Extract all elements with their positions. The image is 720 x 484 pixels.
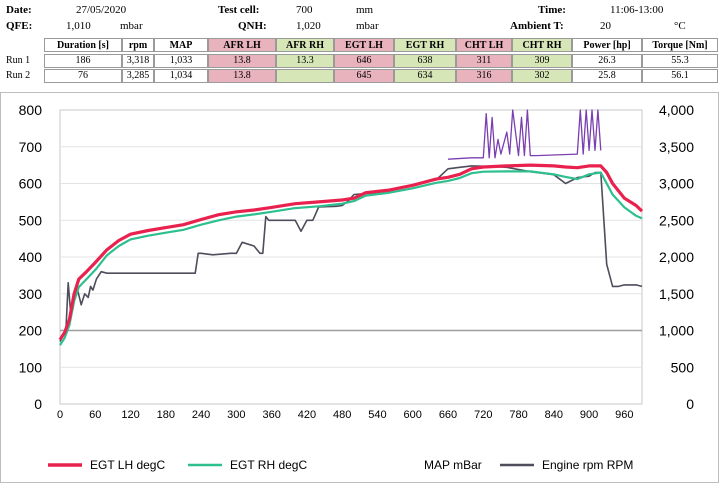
table-cell: 25.8: [572, 69, 642, 83]
ambient-unit: °C: [674, 20, 686, 32]
qnh-label: QNH:: [238, 20, 267, 32]
qnh-unit: mbar: [356, 20, 379, 32]
table-cell: 302: [512, 69, 572, 83]
column-header: CHT RH: [512, 38, 572, 52]
date-value: 27/05/2020: [76, 4, 127, 16]
table-cell: 1,033: [154, 54, 208, 68]
y-left-tick-label: 800: [19, 102, 43, 118]
x-tick-label: 540: [368, 409, 386, 421]
table-cell: 645: [334, 69, 394, 83]
legend-label: Engine rpm RPM: [542, 458, 633, 472]
column-header: Power [hp]: [572, 38, 642, 52]
y-left-tick-label: 700: [19, 139, 43, 155]
y-right-tick-label: 0: [686, 396, 694, 412]
y-right-tick-label: 2,500: [659, 212, 694, 228]
column-header: rpm: [122, 38, 154, 52]
column-header: EGT LH: [334, 38, 394, 52]
table-cell: 1,034: [154, 69, 208, 83]
x-tick-label: 600: [404, 409, 422, 421]
qfe-label: QFE:: [6, 20, 33, 32]
ambient-label: Ambient T:: [510, 20, 564, 32]
table-cell: 13.8: [208, 69, 276, 83]
table-cell: [276, 69, 334, 83]
y-right-tick-label: 500: [671, 359, 695, 375]
table-cell: 311: [456, 54, 512, 68]
column-header: CHT LH: [456, 38, 512, 52]
column-header: AFR RH: [276, 38, 334, 52]
x-tick-label: 360: [262, 409, 280, 421]
date-label: Date:: [6, 4, 32, 16]
table-cell: 3,285: [122, 69, 154, 83]
x-tick-label: 0: [57, 409, 63, 421]
column-header: Torque [Nm]: [642, 38, 718, 52]
y-right-tick-label: 3,000: [659, 176, 694, 192]
x-tick-label: 60: [89, 409, 101, 421]
time-label: Time:: [538, 4, 566, 16]
x-tick-label: 480: [333, 409, 351, 421]
x-tick-label: 720: [474, 409, 492, 421]
run-label: Run 2: [6, 70, 31, 81]
table-cell: 26.3: [572, 54, 642, 68]
table-cell: 56.1: [642, 69, 718, 83]
y-right-tick-label: 4,000: [659, 102, 694, 118]
legend-label: MAP mBar: [424, 458, 482, 472]
table-cell: 638: [394, 54, 456, 68]
chart-frame: [0, 92, 719, 483]
y-left-tick-label: 0: [34, 396, 42, 412]
table-cell: 186: [44, 54, 122, 68]
table-cell: 13.3: [276, 54, 334, 68]
table-cell: 55.3: [642, 54, 718, 68]
x-tick-label: 120: [121, 409, 139, 421]
y-right-tick-label: 1,500: [659, 286, 694, 302]
qfe-unit: mbar: [120, 20, 143, 32]
ambient-value: 20: [600, 20, 611, 32]
y-right-tick-label: 1,000: [659, 323, 694, 339]
column-header: MAP: [154, 38, 208, 52]
x-tick-label: 300: [227, 409, 245, 421]
table-cell: 309: [512, 54, 572, 68]
series-line-map-mbar: [447, 109, 602, 160]
qfe-value: 1,010: [66, 20, 91, 32]
table-cell: 3,318: [122, 54, 154, 68]
legend-label: EGT RH degC: [230, 458, 307, 472]
table-cell: 634: [394, 69, 456, 83]
time-value: 11:06-13:00: [610, 4, 664, 16]
run-label: Run 1: [6, 55, 31, 66]
x-tick-label: 240: [192, 409, 210, 421]
table-cell: 316: [456, 69, 512, 83]
x-tick-label: 960: [615, 409, 633, 421]
x-tick-label: 780: [509, 409, 527, 421]
column-header: EGT RH: [394, 38, 456, 52]
y-left-tick-label: 600: [19, 176, 43, 192]
column-header: Duration [s]: [44, 38, 122, 52]
y-right-tick-label: 3,500: [659, 139, 694, 155]
y-left-tick-label: 200: [19, 323, 43, 339]
table-cell: 646: [334, 54, 394, 68]
engine-run-chart: 010020030040050060070080005001,0001,5002…: [19, 102, 695, 472]
x-tick-label: 420: [298, 409, 316, 421]
x-tick-label: 840: [545, 409, 563, 421]
legend-label: EGT LH degC: [90, 458, 165, 472]
test-cell-value: 700: [296, 4, 313, 16]
table-cell: 76: [44, 69, 122, 83]
test-cell-label: Test cell:: [218, 4, 260, 16]
y-left-tick-label: 500: [19, 212, 43, 228]
x-tick-label: 900: [580, 409, 598, 421]
y-left-tick-label: 400: [19, 249, 43, 265]
run-summary-table: Date: 27/05/2020 Test cell: 700 mm Time:…: [0, 0, 720, 92]
series-line-egt-rh-degc: [59, 170, 643, 346]
x-tick-label: 660: [439, 409, 457, 421]
x-tick-label: 180: [157, 409, 175, 421]
test-cell-unit: mm: [356, 4, 374, 16]
table-cell: 13.8: [208, 54, 276, 68]
y-left-tick-label: 100: [19, 359, 43, 375]
series-line-egt-lh-degc: [58, 163, 644, 341]
qnh-value: 1,020: [296, 20, 321, 32]
y-left-tick-label: 300: [19, 286, 43, 302]
y-right-tick-label: 2,000: [659, 249, 694, 265]
column-header: AFR LH: [208, 38, 276, 52]
